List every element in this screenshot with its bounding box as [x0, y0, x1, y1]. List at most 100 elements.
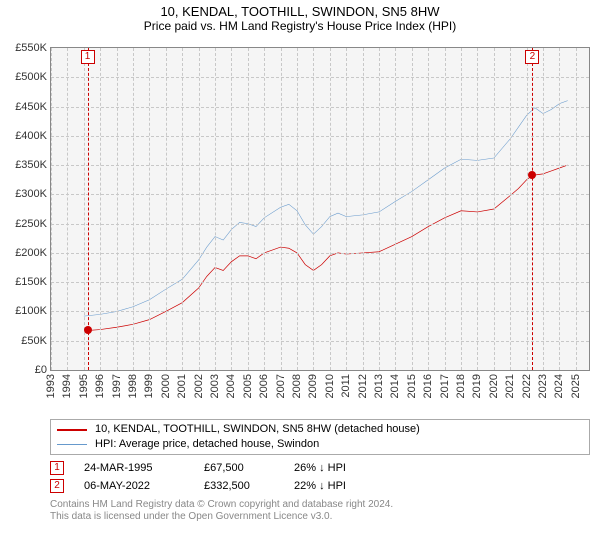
transaction-number: 1: [50, 461, 64, 475]
gridline-h: [51, 282, 589, 283]
legend-label: 10, KENDAL, TOOTHILL, SWINDON, SN5 8HW (…: [95, 422, 420, 437]
gridline-v: [461, 48, 462, 370]
x-axis-label: 2005: [242, 374, 254, 398]
x-axis-label: 2000: [160, 374, 172, 398]
gridline-v: [330, 48, 331, 370]
gridline-v: [576, 48, 577, 370]
gridline-v: [51, 48, 52, 370]
legend-swatch: [57, 429, 87, 431]
transaction-marker-line: [88, 48, 89, 370]
legend-item: HPI: Average price, detached house, Swin…: [57, 437, 583, 452]
x-axis-label: 2002: [193, 374, 205, 398]
x-axis-label: 1995: [78, 374, 90, 398]
gridline-v: [231, 48, 232, 370]
gridline-v: [543, 48, 544, 370]
gridline-v: [133, 48, 134, 370]
x-axis-label: 2003: [209, 374, 221, 398]
x-axis-label: 2015: [406, 374, 418, 398]
chart-title: 10, KENDAL, TOOTHILL, SWINDON, SN5 8HW: [0, 4, 600, 19]
y-axis-label: £150K: [15, 276, 47, 288]
gridline-h: [51, 253, 589, 254]
x-axis-label: 2007: [275, 374, 287, 398]
gridline-v: [346, 48, 347, 370]
x-axis-label: 2023: [537, 374, 549, 398]
y-axis-label: £500K: [15, 71, 47, 83]
x-axis-label: 1997: [111, 374, 123, 398]
x-axis-label: 2014: [389, 374, 401, 398]
legend-swatch: [57, 444, 87, 445]
series-line: [88, 165, 568, 330]
gridline-h: [51, 77, 589, 78]
gridline-v: [428, 48, 429, 370]
gridline-v: [297, 48, 298, 370]
x-axis-label: 2012: [357, 374, 369, 398]
gridline-v: [264, 48, 265, 370]
footer-line: Contains HM Land Registry data © Crown c…: [50, 499, 590, 511]
y-axis-label: £100K: [15, 305, 47, 317]
x-axis-label: 1996: [94, 374, 106, 398]
x-axis-label: 2008: [291, 374, 303, 398]
gridline-v: [379, 48, 380, 370]
transaction-row: 2 06-MAY-2022£332,50022% ↓ HPI: [50, 479, 590, 493]
transaction-date: 06-MAY-2022: [84, 480, 204, 492]
gridline-v: [559, 48, 560, 370]
gridline-h: [51, 165, 589, 166]
x-axis-label: 2017: [439, 374, 451, 398]
transaction-number: 2: [50, 479, 64, 493]
chart-subtitle: Price paid vs. HM Land Registry's House …: [0, 19, 600, 33]
x-axis-label: 2013: [373, 374, 385, 398]
gridline-v: [117, 48, 118, 370]
transaction-hpi: 22% ↓ HPI: [294, 480, 346, 492]
gridline-v: [363, 48, 364, 370]
transaction-marker-badge: 2: [525, 50, 539, 64]
y-axis-label: £50K: [21, 335, 47, 347]
transaction-price: £332,500: [204, 480, 294, 492]
legend-item: 10, KENDAL, TOOTHILL, SWINDON, SN5 8HW (…: [57, 422, 583, 437]
gridline-v: [527, 48, 528, 370]
transaction-row: 124-MAR-1995£67,50026% ↓ HPI: [50, 461, 590, 475]
gridline-v: [149, 48, 150, 370]
gridline-v: [67, 48, 68, 370]
gridline-v: [84, 48, 85, 370]
transaction-marker-line: [532, 48, 533, 370]
x-axis-label: 2009: [307, 374, 319, 398]
gridline-v: [477, 48, 478, 370]
footer-line: This data is licensed under the Open Gov…: [50, 511, 590, 523]
x-axis-label: 2025: [570, 374, 582, 398]
x-axis-label: 2018: [455, 374, 467, 398]
chart-area: £0£50K£100K£150K£200K£250K£300K£350K£400…: [0, 37, 600, 417]
x-axis-label: 2024: [553, 374, 565, 398]
gridline-h: [51, 311, 589, 312]
gridline-v: [215, 48, 216, 370]
x-axis-label: 1994: [61, 374, 73, 398]
x-axis-label: 2006: [258, 374, 270, 398]
transaction-date: 24-MAR-1995: [84, 462, 204, 474]
x-axis-label: 1993: [45, 374, 57, 398]
x-axis-label: 2004: [225, 374, 237, 398]
footer-text: Contains HM Land Registry data © Crown c…: [50, 499, 590, 523]
gridline-v: [182, 48, 183, 370]
transaction-marker-badge: 1: [81, 50, 95, 64]
x-axis-label: 2001: [176, 374, 188, 398]
x-axis-label: 2022: [521, 374, 533, 398]
plot-area: £0£50K£100K£150K£200K£250K£300K£350K£400…: [50, 47, 590, 371]
gridline-v: [313, 48, 314, 370]
gridline-v: [494, 48, 495, 370]
chart-lines: [51, 48, 589, 370]
legend-label: HPI: Average price, detached house, Swin…: [95, 437, 319, 452]
x-axis-label: 2020: [488, 374, 500, 398]
gridline-v: [445, 48, 446, 370]
y-axis-label: £550K: [15, 42, 47, 54]
gridline-v: [248, 48, 249, 370]
y-axis-label: £400K: [15, 130, 47, 142]
y-axis-label: £250K: [15, 218, 47, 230]
y-axis-label: £300K: [15, 188, 47, 200]
gridline-v: [412, 48, 413, 370]
legend: 10, KENDAL, TOOTHILL, SWINDON, SN5 8HW (…: [50, 419, 590, 455]
gridline-v: [281, 48, 282, 370]
gridline-h: [51, 341, 589, 342]
x-axis-label: 2021: [504, 374, 516, 398]
gridline-h: [51, 224, 589, 225]
y-axis-label: £200K: [15, 247, 47, 259]
gridline-v: [395, 48, 396, 370]
